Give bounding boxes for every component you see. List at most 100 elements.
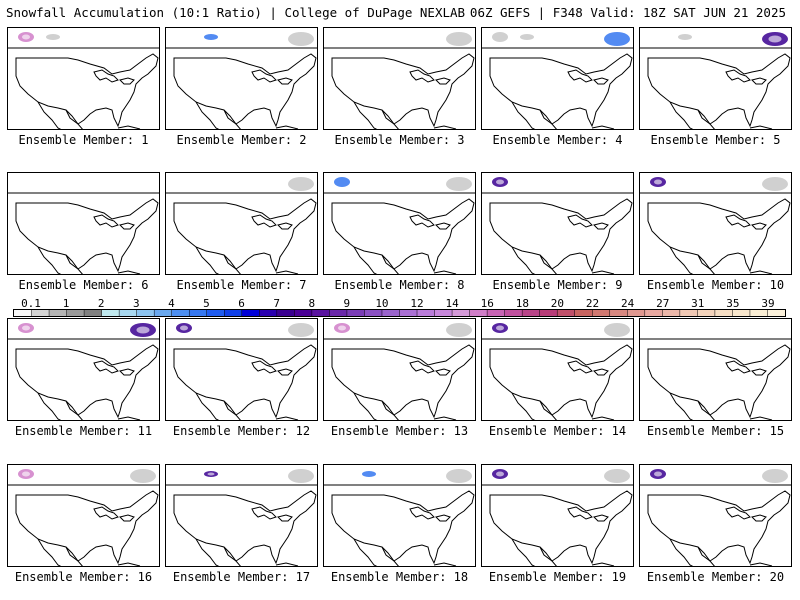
- scale-label: 2: [97, 297, 105, 310]
- cuba-outline: [117, 416, 141, 420]
- map-outline: [482, 323, 633, 420]
- map-panel: [481, 27, 634, 130]
- scale-swatch: [294, 310, 313, 316]
- snow-area-core: [496, 325, 504, 331]
- us-coastline: [647, 198, 791, 273]
- mexico-coast: [353, 538, 399, 566]
- scale-swatch: [767, 310, 785, 316]
- cuba-outline: [749, 416, 773, 420]
- cuba-outline: [749, 125, 773, 129]
- mexico-coast: [511, 246, 557, 274]
- snow-area-core: [654, 179, 662, 185]
- map-panel: [7, 318, 160, 421]
- map-panel: [165, 318, 318, 421]
- page-title: Snowfall Accumulation (10:1 Ratio) | Col…: [6, 5, 466, 20]
- map-panel: [323, 27, 476, 130]
- great-lakes: [725, 506, 767, 522]
- member-caption: Ensemble Member: 11: [14, 424, 153, 438]
- great-lakes: [251, 506, 293, 522]
- scale-label: 20: [550, 297, 565, 310]
- snow-area: [446, 469, 472, 483]
- color-scale-bar: [13, 309, 786, 317]
- scale-swatch: [311, 310, 330, 316]
- map-panel: [7, 172, 160, 275]
- us-coastline: [173, 490, 317, 565]
- great-lakes: [93, 360, 135, 376]
- scale-swatch: [241, 310, 260, 316]
- mexico-coast: [669, 101, 715, 129]
- member-caption: Ensemble Member: 4: [492, 133, 623, 147]
- scale-swatch: [644, 310, 663, 316]
- snow-area-core: [136, 326, 150, 334]
- scale-label: 16: [480, 297, 494, 310]
- scale-swatch: [49, 310, 67, 316]
- snow-area: [762, 177, 788, 191]
- map-panel: [165, 172, 318, 275]
- scale-swatch: [434, 310, 453, 316]
- great-lakes: [409, 360, 451, 376]
- mexico-coast: [353, 246, 399, 274]
- scale-swatch: [539, 310, 558, 316]
- us-coastline: [15, 198, 159, 273]
- scale-swatch: [84, 310, 102, 316]
- mexico-coast: [37, 392, 83, 420]
- scale-swatch: [609, 310, 628, 316]
- scale-swatch: [574, 310, 593, 316]
- member-caption: Ensemble Member: 18: [330, 570, 469, 584]
- member-caption: Ensemble Member: 19: [488, 570, 627, 584]
- snow-area: [46, 34, 60, 40]
- map-outline: [8, 32, 159, 129]
- map-outline: [640, 177, 791, 274]
- snow-area-core: [768, 35, 782, 43]
- mexico-coast: [669, 246, 715, 274]
- map-outline: [8, 469, 159, 566]
- scale-label: 5: [203, 297, 210, 310]
- scale-swatch: [224, 310, 243, 316]
- us-coastline: [173, 53, 317, 128]
- mexico-coast: [669, 392, 715, 420]
- scale-label: 27: [656, 297, 670, 310]
- map-outline: [166, 323, 317, 420]
- snow-area: [492, 32, 508, 42]
- scale-swatch: [749, 310, 768, 316]
- snow-area-core: [496, 471, 504, 477]
- snow-area: [288, 323, 314, 337]
- map-outline: [324, 32, 475, 129]
- scale-swatch: [31, 310, 50, 316]
- scale-swatch: [381, 310, 400, 316]
- great-lakes: [567, 506, 609, 522]
- snow-area: [446, 177, 472, 191]
- scale-swatch: [136, 310, 155, 316]
- member-caption: Ensemble Member: 1: [18, 133, 149, 147]
- us-coastline: [489, 344, 633, 419]
- map-outline: [640, 338, 791, 420]
- snow-area: [762, 469, 788, 483]
- snow-area: [446, 323, 472, 337]
- scale-swatch: [504, 310, 523, 316]
- snow-area: [446, 32, 472, 46]
- mexico-coast: [511, 392, 557, 420]
- map-panel: [639, 318, 792, 421]
- cuba-outline: [749, 270, 773, 274]
- great-lakes: [251, 360, 293, 376]
- cuba-outline: [749, 562, 773, 566]
- scale-label: 0.1: [21, 297, 41, 310]
- great-lakes: [567, 69, 609, 85]
- map-outline: [640, 32, 791, 129]
- great-lakes: [725, 360, 767, 376]
- scale-label: 4: [168, 297, 175, 310]
- snow-area-core: [207, 472, 215, 476]
- snow-area-core: [22, 34, 30, 40]
- scale-swatch: [276, 310, 295, 316]
- member-caption: Ensemble Member: 2: [176, 133, 307, 147]
- cuba-outline: [591, 270, 615, 274]
- member-caption: Ensemble Member: 3: [334, 133, 465, 147]
- member-caption: Ensemble Member: 13: [330, 424, 469, 438]
- map-outline: [482, 32, 633, 129]
- snow-area: [334, 177, 350, 187]
- valid-time-label: 06Z GEFS | F348 Valid: 18Z SAT JUN 21 20…: [469, 5, 786, 20]
- scale-label: 14: [445, 297, 459, 310]
- great-lakes: [93, 69, 135, 85]
- snow-area: [520, 34, 534, 40]
- scale-swatch: [627, 310, 646, 316]
